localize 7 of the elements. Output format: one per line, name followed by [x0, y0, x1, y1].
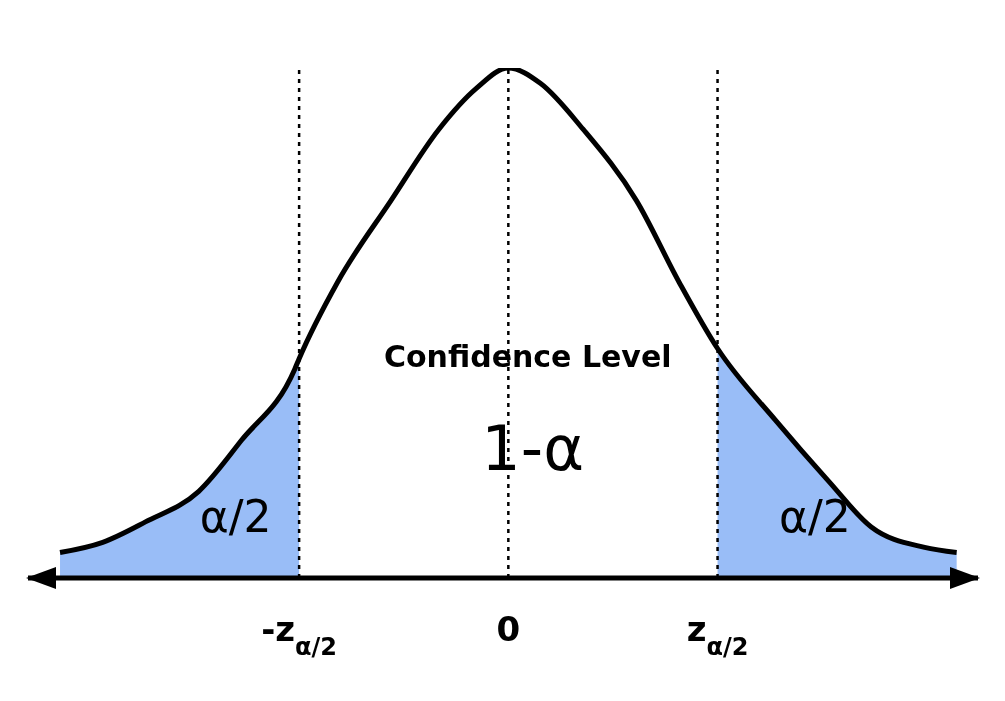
annotation: α/2 — [778, 491, 851, 543]
x-tick-label: -z$_{α/2}$ — [261, 609, 338, 661]
annotation: 1-α — [481, 412, 585, 486]
annotation: Confidence Level — [383, 338, 672, 374]
x-tick-label: 0 — [496, 609, 521, 649]
annotation: α/2 — [199, 491, 272, 543]
x-tick-label: z$_{α/2}$ — [686, 609, 749, 661]
